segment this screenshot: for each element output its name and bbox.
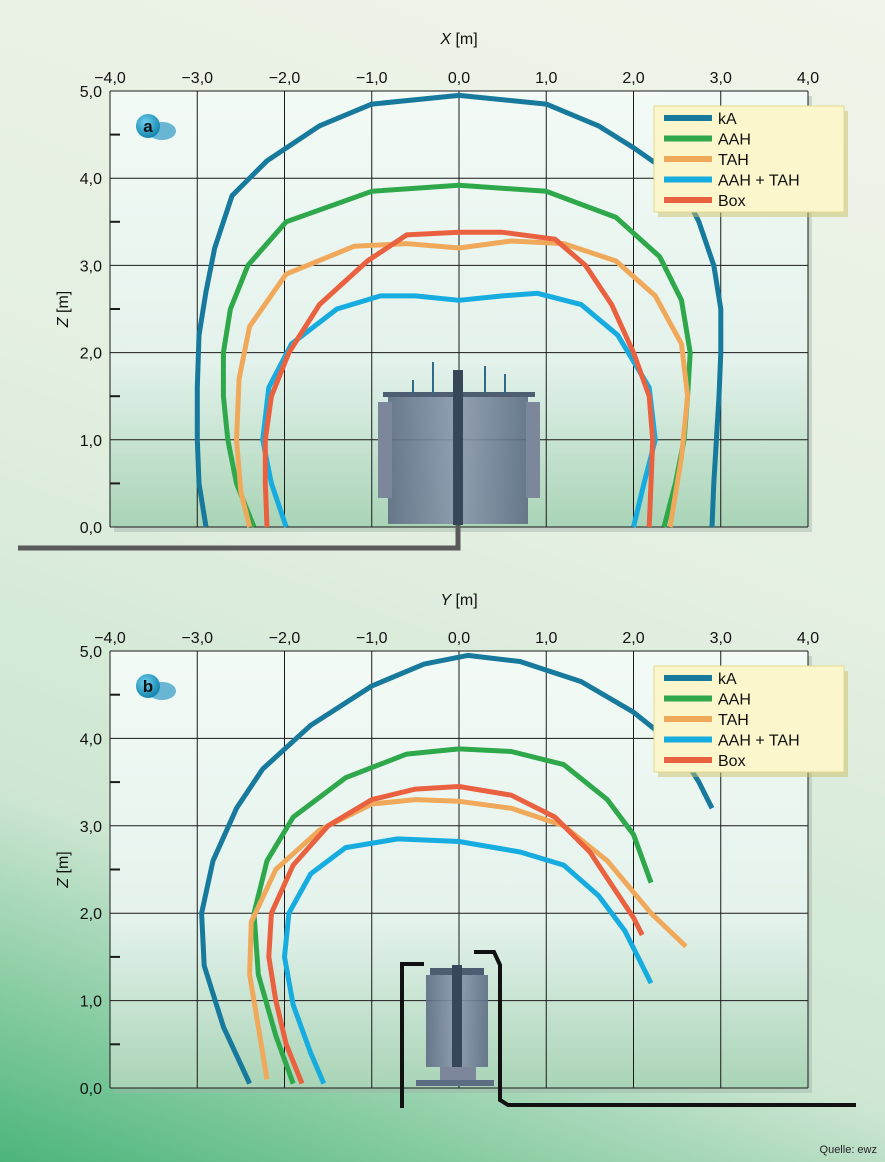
panel-a-x-tick-label: 2,0 [622,70,644,87]
transformer-plinth [416,1080,494,1086]
panel-b-y-tick-label: 2,0 [80,906,102,923]
panel-a-y-tick-label: 3,0 [80,258,102,275]
transformer-core [452,965,462,1070]
panel-a-y-tick-label: 2,0 [80,346,102,363]
panel-b-legend-swatch [664,736,712,743]
panel-a-x-tick-label: −2,0 [269,70,301,87]
panel-a-x-tick-label: −1,0 [356,70,388,87]
panel-a-y-tick-label: 0,0 [80,520,102,537]
panel-b-legend-swatch [664,757,712,763]
panel-b-x-tick-label: 4,0 [797,630,819,647]
panel-a-legend-swatch [664,176,712,183]
panel-b-y-tick-label: 1,0 [80,994,102,1011]
panel-b-x-tick-label: −3,0 [181,630,213,647]
panel-b-y-tick-label: 0,0 [80,1081,102,1098]
panel-a-y-tick-label: 1,0 [80,433,102,450]
panel-a-x-tick-label: −4,0 [94,70,126,87]
panel-b-y-tick-label: 4,0 [80,731,102,748]
panel-a-x-tick-label: 0,0 [448,70,470,87]
cable-illustration-right [474,950,856,1107]
panel-b-series-box [266,784,645,1085]
panel-b-x-axis-label: Y [m] [440,592,477,609]
panel-a-x-tick-label: 4,0 [797,70,819,87]
panel-a-x-axis-label: X [m] [439,31,477,48]
panel-b-series-aah [251,746,654,1085]
panel-b-x-tick-label: 3,0 [710,630,732,647]
panel-b-series-ka [199,652,715,1085]
panel-a-series-ka [194,92,724,528]
panel-a-y-tick-label: 4,0 [80,171,102,188]
panel-a-legend-swatch [664,115,712,121]
panel-b-badge [136,674,160,698]
transformer-radiator-left [378,402,392,498]
transformer-radiator-right [526,402,540,498]
panel-b-legend-label: AAH [718,692,751,709]
panel-a-legend-label: kA [718,111,737,128]
panel-b-legend-label: Box [718,753,746,770]
panel-a-legend-swatch [664,197,712,203]
panel-b-series-aah-tah [282,836,654,1085]
transformer-core [453,370,463,525]
panel-a-legend-label: AAH + TAH [718,173,800,190]
source-credit: Quelle: ewz [819,1144,877,1156]
panel-a-series-box [262,229,656,528]
panel-b-legend-swatch [664,675,712,681]
cable-illustration [18,520,461,551]
panel-a-legend-label: Box [718,193,746,210]
panel-b-legend-label: AAH + TAH [718,733,800,750]
panel-a-x-tick-label: 3,0 [710,70,732,87]
panel-b-x-tick-label: −2,0 [269,630,301,647]
panel-a-legend-label: AAH [718,132,751,149]
panel-a-legend-swatch [664,135,712,142]
panel-b-y-tick-label: 3,0 [80,819,102,836]
panel-a-badge [136,114,160,138]
panel-a-legend-swatch [664,156,712,162]
panel-a-x-tick-label: 1,0 [535,70,557,87]
panel-b-y-tick-label: 5,0 [80,644,102,661]
panel-b-y-axis-label: Z [m] [55,851,72,888]
panel-b-x-tick-label: 0,0 [448,630,470,647]
panel-a-legend-label: TAH [718,152,749,169]
panel-b-x-tick-label: −4,0 [94,630,126,647]
panel-b-legend-swatch [664,716,712,722]
panel-b-series-tah [247,797,688,1080]
panel-a-y-tick-label: 5,0 [80,84,102,101]
cable-illustration-left [400,962,424,1108]
panel-b-x-tick-label: −1,0 [356,630,388,647]
panel-a-y-axis-label: Z [m] [55,291,72,328]
panel-b-x-tick-label: 2,0 [622,630,644,647]
panel-b-x-tick-label: 1,0 [535,630,557,647]
panel-a-x-tick-label: −3,0 [181,70,213,87]
panel-a-series-tah [234,238,691,528]
panel-b-legend-label: kA [718,671,737,688]
panel-b-badge-label: b [143,677,153,696]
panel-b-legend-label: TAH [718,712,749,729]
panel-a-badge-label: a [143,117,153,136]
transformer-base [440,1067,476,1082]
panel-b-legend-swatch [664,695,712,702]
